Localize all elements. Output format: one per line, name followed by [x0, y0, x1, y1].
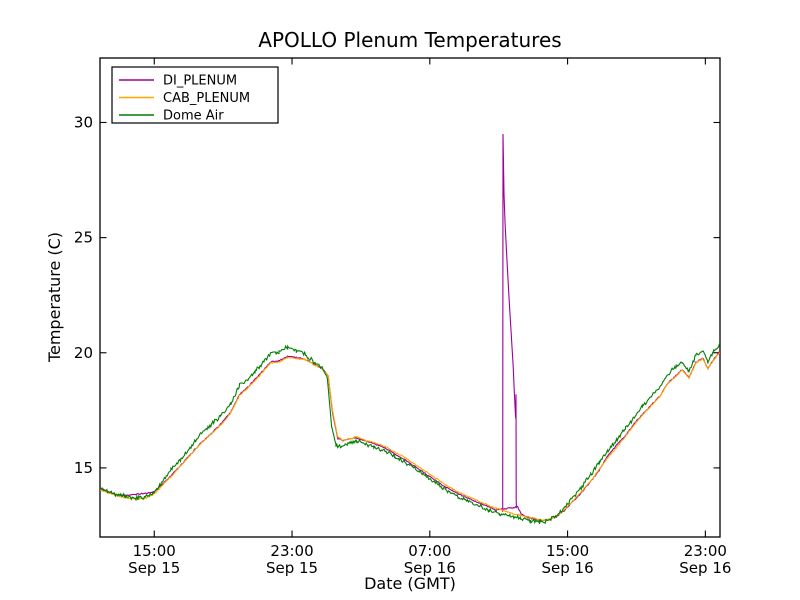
y-tick-label: 25	[74, 229, 93, 247]
x-tick-label: 23:00	[270, 542, 313, 560]
series-line-di-plenum	[100, 350, 720, 522]
series-spike-di-plenum	[502, 133, 517, 512]
y-tick-label: 15	[74, 459, 93, 477]
axis-ticks	[100, 58, 720, 537]
legend-entry-dome-air: Dome Air	[163, 109, 224, 124]
legend: DI_PLENUM CAB_PLENUM Dome Air	[111, 66, 279, 124]
x-axis-label: Date (GMT)	[364, 574, 456, 593]
x-tick-label: 07:00	[408, 542, 451, 560]
x-tick-sublabel: Sep 16	[679, 559, 731, 577]
legend-entry-di-plenum: DI_PLENUM	[163, 74, 237, 89]
y-tick-label: 20	[74, 344, 93, 362]
x-tick-sublabel: Sep 16	[542, 559, 594, 577]
x-tick-sublabel: Sep 16	[404, 559, 456, 577]
y-axis-label: Temperature (C)	[45, 232, 64, 363]
chart-title: APOLLO Plenum Temperatures	[258, 28, 561, 52]
legend-box	[111, 66, 279, 124]
y-tick-label: 30	[74, 113, 93, 131]
series-line-dome-air	[100, 342, 720, 525]
x-tick-sublabel: Sep 15	[266, 559, 318, 577]
legend-entry-cab-plenum: CAB_PLENUM	[163, 91, 250, 106]
series-lines	[100, 133, 720, 525]
x-tick-sublabel: Sep 15	[128, 559, 180, 577]
x-tick-label: 15:00	[133, 542, 176, 560]
x-tick-label: 23:00	[684, 542, 727, 560]
series-line-cab-plenum	[100, 352, 720, 522]
plot-area-border	[99, 57, 721, 538]
x-tick-label: 15:00	[546, 542, 589, 560]
